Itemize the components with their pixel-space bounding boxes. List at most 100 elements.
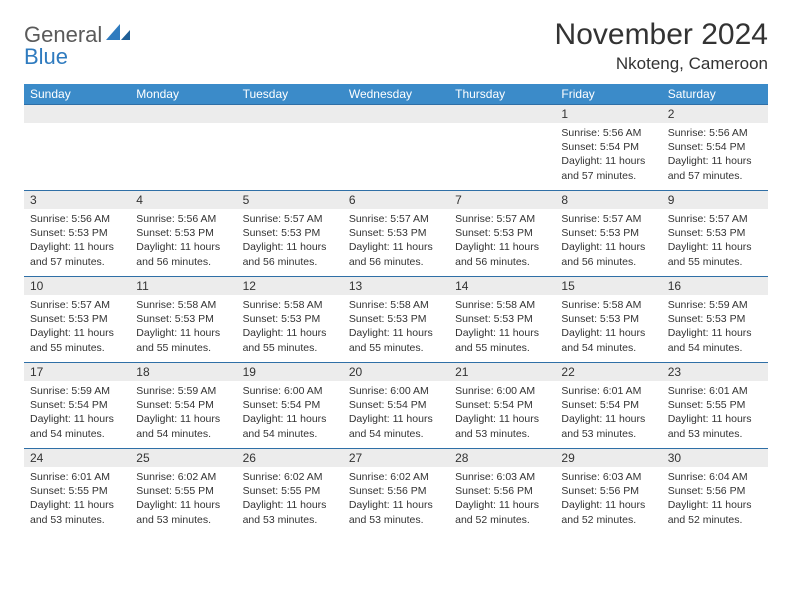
detail-line-d1: Daylight: 11 hours	[668, 498, 762, 512]
day-number: 8	[555, 191, 661, 209]
calendar-cell: 13Sunrise: 5:58 AMSunset: 5:53 PMDayligh…	[343, 277, 449, 363]
calendar-cell	[130, 105, 236, 191]
detail-line-sr: Sunrise: 6:00 AM	[455, 384, 549, 398]
detail-line-sr: Sunrise: 6:01 AM	[30, 470, 124, 484]
calendar-cell: 14Sunrise: 5:58 AMSunset: 5:53 PMDayligh…	[449, 277, 555, 363]
detail-line-d1: Daylight: 11 hours	[561, 498, 655, 512]
empty-daynum-strip	[237, 105, 343, 123]
detail-line-d2: and 52 minutes.	[455, 513, 549, 527]
detail-line-ss: Sunset: 5:53 PM	[349, 312, 443, 326]
day-number: 16	[662, 277, 768, 295]
calendar-cell: 16Sunrise: 5:59 AMSunset: 5:53 PMDayligh…	[662, 277, 768, 363]
location: Nkoteng, Cameroon	[555, 54, 768, 74]
detail-line-ss: Sunset: 5:55 PM	[243, 484, 337, 498]
detail-line-d1: Daylight: 11 hours	[243, 326, 337, 340]
day-number: 9	[662, 191, 768, 209]
day-details: Sunrise: 5:59 AMSunset: 5:54 PMDaylight:…	[24, 381, 130, 443]
detail-line-sr: Sunrise: 6:02 AM	[349, 470, 443, 484]
day-number: 2	[662, 105, 768, 123]
day-number: 22	[555, 363, 661, 381]
calendar-row: 1Sunrise: 5:56 AMSunset: 5:54 PMDaylight…	[24, 105, 768, 191]
day-details: Sunrise: 5:56 AMSunset: 5:54 PMDaylight:…	[662, 123, 768, 185]
detail-line-d2: and 53 minutes.	[455, 427, 549, 441]
detail-line-d1: Daylight: 11 hours	[136, 412, 230, 426]
detail-line-d2: and 55 minutes.	[668, 255, 762, 269]
day-details: Sunrise: 6:01 AMSunset: 5:54 PMDaylight:…	[555, 381, 661, 443]
day-number: 13	[343, 277, 449, 295]
detail-line-ss: Sunset: 5:54 PM	[455, 398, 549, 412]
detail-line-d2: and 56 minutes.	[455, 255, 549, 269]
calendar-cell: 21Sunrise: 6:00 AMSunset: 5:54 PMDayligh…	[449, 363, 555, 449]
day-number: 4	[130, 191, 236, 209]
detail-line-d2: and 57 minutes.	[561, 169, 655, 183]
day-number: 6	[343, 191, 449, 209]
detail-line-ss: Sunset: 5:53 PM	[30, 312, 124, 326]
calendar-cell: 4Sunrise: 5:56 AMSunset: 5:53 PMDaylight…	[130, 191, 236, 277]
detail-line-d1: Daylight: 11 hours	[30, 498, 124, 512]
dayname-wed: Wednesday	[343, 84, 449, 105]
day-number: 25	[130, 449, 236, 467]
day-number: 7	[449, 191, 555, 209]
detail-line-d1: Daylight: 11 hours	[561, 154, 655, 168]
detail-line-sr: Sunrise: 5:58 AM	[243, 298, 337, 312]
calendar-cell: 10Sunrise: 5:57 AMSunset: 5:53 PMDayligh…	[24, 277, 130, 363]
calendar-cell	[449, 105, 555, 191]
day-details: Sunrise: 5:58 AMSunset: 5:53 PMDaylight:…	[449, 295, 555, 357]
detail-line-d2: and 54 minutes.	[561, 341, 655, 355]
calendar-cell: 18Sunrise: 5:59 AMSunset: 5:54 PMDayligh…	[130, 363, 236, 449]
detail-line-d2: and 56 minutes.	[349, 255, 443, 269]
detail-line-ss: Sunset: 5:53 PM	[455, 312, 549, 326]
day-number: 27	[343, 449, 449, 467]
detail-line-sr: Sunrise: 6:03 AM	[455, 470, 549, 484]
empty-daynum-strip	[24, 105, 130, 123]
day-number: 20	[343, 363, 449, 381]
detail-line-d1: Daylight: 11 hours	[136, 326, 230, 340]
calendar-cell: 1Sunrise: 5:56 AMSunset: 5:54 PMDaylight…	[555, 105, 661, 191]
month-title: November 2024	[555, 18, 768, 52]
detail-line-d2: and 56 minutes.	[561, 255, 655, 269]
day-details: Sunrise: 5:57 AMSunset: 5:53 PMDaylight:…	[237, 209, 343, 271]
detail-line-d2: and 53 minutes.	[561, 427, 655, 441]
day-number: 11	[130, 277, 236, 295]
detail-line-sr: Sunrise: 5:57 AM	[243, 212, 337, 226]
calendar-row: 10Sunrise: 5:57 AMSunset: 5:53 PMDayligh…	[24, 277, 768, 363]
detail-line-d2: and 56 minutes.	[136, 255, 230, 269]
dayname-thu: Thursday	[449, 84, 555, 105]
detail-line-d2: and 53 minutes.	[30, 513, 124, 527]
day-details: Sunrise: 5:59 AMSunset: 5:54 PMDaylight:…	[130, 381, 236, 443]
detail-line-sr: Sunrise: 5:56 AM	[561, 126, 655, 140]
calendar-row: 24Sunrise: 6:01 AMSunset: 5:55 PMDayligh…	[24, 449, 768, 535]
calendar-cell: 30Sunrise: 6:04 AMSunset: 5:56 PMDayligh…	[662, 449, 768, 535]
day-details: Sunrise: 5:58 AMSunset: 5:53 PMDaylight:…	[130, 295, 236, 357]
detail-line-d1: Daylight: 11 hours	[561, 412, 655, 426]
calendar-cell: 27Sunrise: 6:02 AMSunset: 5:56 PMDayligh…	[343, 449, 449, 535]
detail-line-ss: Sunset: 5:53 PM	[668, 312, 762, 326]
calendar-row: 3Sunrise: 5:56 AMSunset: 5:53 PMDaylight…	[24, 191, 768, 277]
detail-line-sr: Sunrise: 5:56 AM	[30, 212, 124, 226]
empty-daynum-strip	[130, 105, 236, 123]
day-number: 12	[237, 277, 343, 295]
detail-line-d2: and 54 minutes.	[349, 427, 443, 441]
detail-line-sr: Sunrise: 6:01 AM	[668, 384, 762, 398]
detail-line-d2: and 57 minutes.	[30, 255, 124, 269]
detail-line-d2: and 54 minutes.	[668, 341, 762, 355]
detail-line-d1: Daylight: 11 hours	[136, 498, 230, 512]
detail-line-d1: Daylight: 11 hours	[349, 326, 443, 340]
detail-line-sr: Sunrise: 5:59 AM	[668, 298, 762, 312]
detail-line-d2: and 52 minutes.	[668, 513, 762, 527]
detail-line-d1: Daylight: 11 hours	[561, 326, 655, 340]
calendar-cell: 17Sunrise: 5:59 AMSunset: 5:54 PMDayligh…	[24, 363, 130, 449]
calendar-cell: 2Sunrise: 5:56 AMSunset: 5:54 PMDaylight…	[662, 105, 768, 191]
detail-line-d1: Daylight: 11 hours	[30, 412, 124, 426]
day-number: 17	[24, 363, 130, 381]
calendar-cell: 3Sunrise: 5:56 AMSunset: 5:53 PMDaylight…	[24, 191, 130, 277]
detail-line-sr: Sunrise: 5:57 AM	[30, 298, 124, 312]
dayname-sun: Sunday	[24, 84, 130, 105]
detail-line-d2: and 53 minutes.	[243, 513, 337, 527]
calendar-cell: 7Sunrise: 5:57 AMSunset: 5:53 PMDaylight…	[449, 191, 555, 277]
detail-line-sr: Sunrise: 5:59 AM	[136, 384, 230, 398]
detail-line-sr: Sunrise: 5:58 AM	[455, 298, 549, 312]
detail-line-sr: Sunrise: 5:59 AM	[30, 384, 124, 398]
day-number: 21	[449, 363, 555, 381]
detail-line-d1: Daylight: 11 hours	[561, 240, 655, 254]
